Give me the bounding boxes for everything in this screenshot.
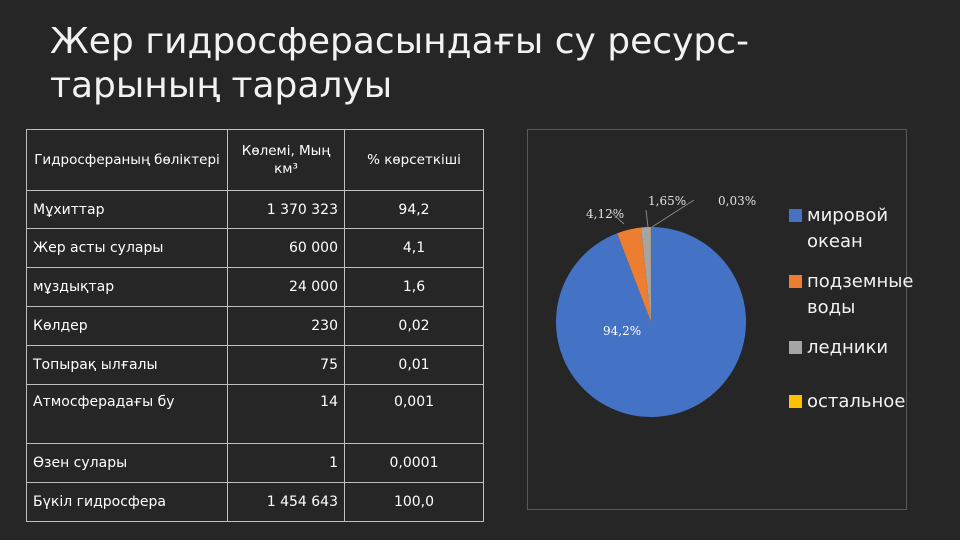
header-part: Гидросфераның бөліктері	[26, 129, 228, 191]
table-cell: 0,0001	[344, 443, 484, 483]
leader-line	[645, 209, 649, 228]
table-cell: 1 454 643	[227, 482, 345, 522]
table-row: Атмосферадағы бу 14 0,001	[26, 384, 484, 444]
table-cell: Топырақ ылғалы	[26, 345, 228, 385]
table-cell: Мұхиттар	[26, 190, 228, 229]
table-cell: 1 370 323	[227, 190, 345, 229]
table-cell: Жер асты сулары	[26, 228, 228, 268]
table-cell: 0,01	[344, 345, 484, 385]
legend-swatch	[789, 209, 802, 222]
data-label: 0,03%	[718, 194, 756, 208]
slide-title: Жер гидросферасындағы су ресурс-тарының …	[50, 21, 750, 106]
chart-legend: мировой океан подземные воды ледники ост…	[789, 203, 917, 429]
legend-swatch	[789, 275, 802, 288]
data-label: 1,65%	[648, 194, 686, 208]
legend-item: мировой океан	[789, 203, 917, 255]
table-row: Топырақ ылғалы 75 0,01	[26, 345, 484, 385]
table-cell: 230	[227, 306, 345, 346]
table-row: мұздықтар 24 000 1,6	[26, 267, 484, 307]
table-cell: Атмосферадағы бу	[26, 384, 228, 444]
pie-slice	[556, 227, 746, 418]
legend-swatch	[789, 341, 802, 354]
table-row: Мұхиттар 1 370 323 94,2	[26, 190, 484, 229]
legend-item: подземные воды	[789, 269, 917, 321]
legend-label: ледники	[807, 337, 889, 358]
table-cell: 1	[227, 443, 345, 483]
table-cell: Өзен сулары	[26, 443, 228, 483]
table-cell: 0,001	[344, 384, 484, 444]
table-cell: 4,1	[344, 228, 484, 268]
pie-slice	[617, 227, 651, 322]
data-label: 94,2%	[603, 324, 641, 338]
leader-line	[651, 199, 695, 228]
table-cell: 94,2	[344, 190, 484, 229]
table-cell: Көлдер	[26, 306, 228, 346]
leader-line	[610, 211, 625, 225]
legend-label: остальное	[807, 391, 906, 412]
table-cell: 0,02	[344, 306, 484, 346]
table-row: Жер асты сулары 60 000 4,1	[26, 228, 484, 268]
table-cell: 100,0	[344, 482, 484, 522]
data-label: 4,12%	[586, 207, 624, 221]
table-cell: 24 000	[227, 267, 345, 307]
pie-chart-frame: 94,2% 4,12% 1,65% 0,03%	[527, 129, 907, 510]
table-cell: 60 000	[227, 228, 345, 268]
table-cell: мұздықтар	[26, 267, 228, 307]
legend-swatch	[789, 395, 802, 408]
header-percent: % көрсеткіші	[344, 129, 484, 191]
hydrosphere-table: Гидросфераның бөліктері Көлемі, Мың км³ …	[26, 129, 484, 522]
legend-label: мировой океан	[807, 205, 889, 252]
table-cell: Бүкіл гидросфера	[26, 482, 228, 522]
table-row: Бүкіл гидросфера 1 454 643 100,0	[26, 482, 484, 522]
table-row: Өзен сулары 1 0,0001	[26, 443, 484, 483]
header-volume: Көлемі, Мың км³	[227, 129, 345, 191]
legend-item: остальное	[789, 389, 917, 415]
pie-chart: 94,2% 4,12% 1,65% 0,03%	[556, 194, 756, 418]
legend-item: ледники	[789, 335, 917, 361]
pie-slice	[640, 227, 651, 322]
legend-label: подземные воды	[807, 271, 914, 318]
table-row: Көлдер 230 0,02	[26, 306, 484, 346]
table-cell: 14	[227, 384, 345, 444]
table-cell: 75	[227, 345, 345, 385]
table-cell: 1,6	[344, 267, 484, 307]
